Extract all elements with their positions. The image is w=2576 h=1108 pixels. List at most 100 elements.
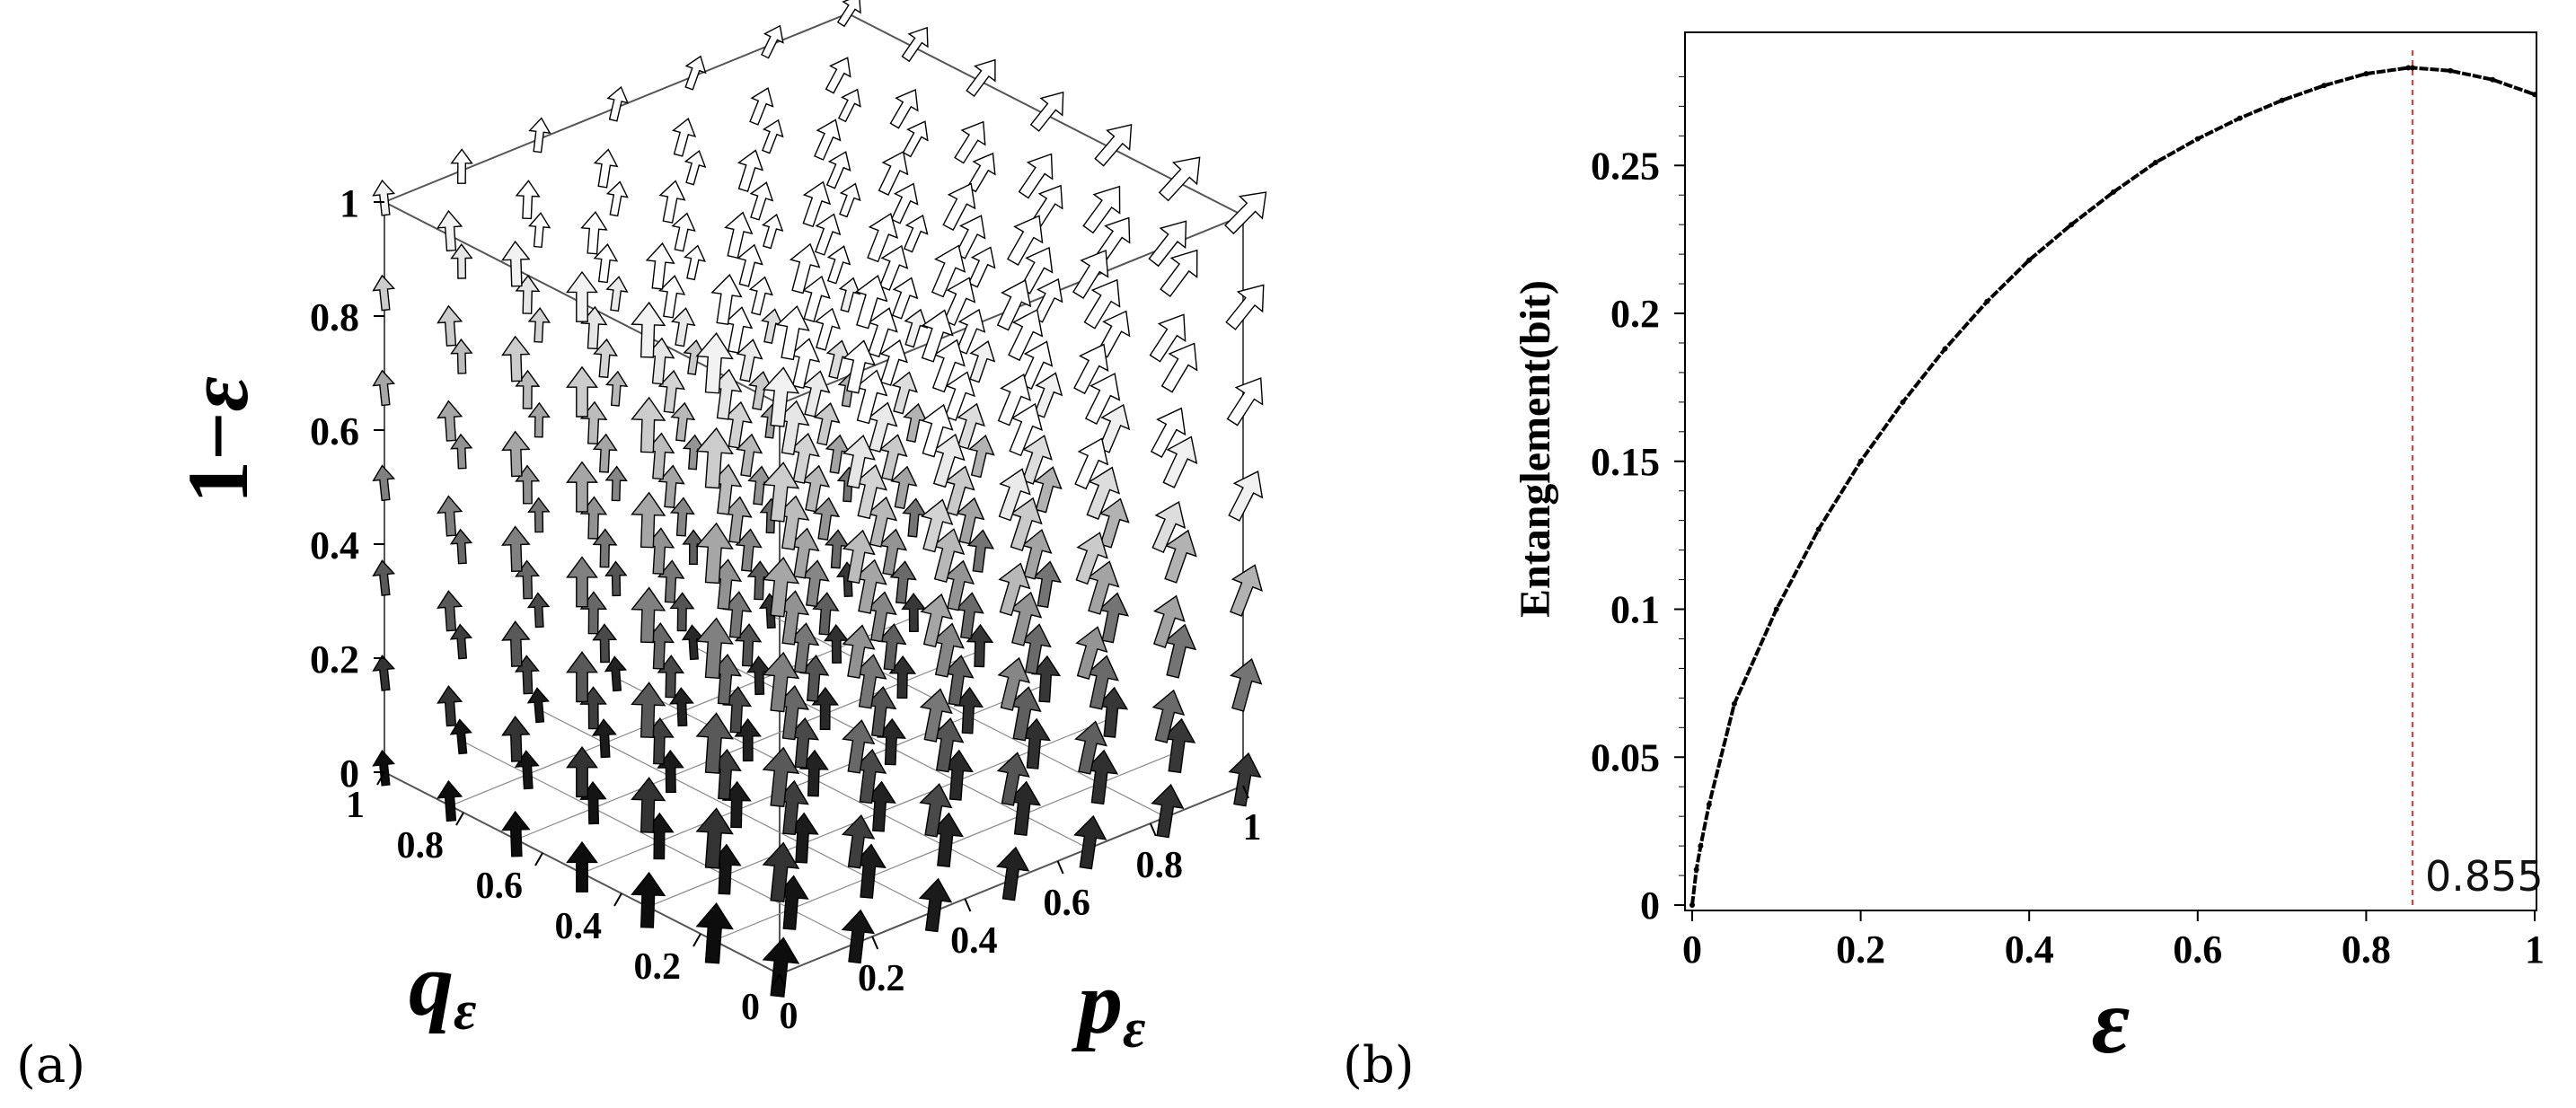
data-point — [2236, 115, 2243, 121]
vector-arrow — [997, 656, 1031, 711]
vector-arrow — [501, 620, 531, 667]
vector-arrow — [593, 243, 619, 284]
vector-arrow — [437, 779, 463, 822]
vector-arrow — [604, 560, 628, 597]
vector-arrow — [501, 525, 531, 573]
vector-arrow — [762, 841, 800, 903]
vector-arrow — [1094, 124, 1133, 167]
vector-arrow — [1009, 402, 1043, 457]
vector-arrow — [953, 686, 984, 734]
vector-arrow — [969, 340, 996, 383]
vector-arrow — [842, 339, 877, 394]
z-axis-ticks: 0 0.2 0.4 0.6 0.8 1 — [310, 181, 384, 796]
panel-a-label: (a) — [16, 1036, 85, 1095]
vector-arrows — [372, 0, 1267, 998]
vector-arrow — [672, 118, 697, 157]
vector-arrow — [1073, 343, 1109, 395]
vector-arrow — [372, 179, 396, 216]
vector-arrow — [671, 212, 696, 252]
vector-arrow — [1148, 220, 1187, 268]
q-tick-label: 0.6 — [476, 866, 524, 907]
panel-b-label: (b) — [1343, 1036, 1415, 1095]
vector-arrow — [605, 180, 629, 217]
vector-arrow — [372, 749, 396, 787]
vector-arrow — [967, 246, 996, 288]
vector-arrow — [1151, 501, 1187, 554]
vector-arrow — [966, 623, 994, 668]
vector-arrow — [684, 55, 707, 91]
vector-arrow — [592, 528, 618, 568]
vector-arrow — [903, 214, 929, 253]
q-tick-mark — [455, 812, 464, 826]
vector-arrow — [1073, 814, 1107, 870]
vector-arrow — [867, 212, 899, 263]
vector-arrow — [1225, 284, 1265, 330]
vector-arrow — [437, 209, 463, 252]
vector-arrow — [527, 401, 551, 438]
vector-arrow — [842, 719, 876, 774]
vector-arrow — [645, 242, 675, 290]
vector-arrow — [748, 276, 773, 316]
vector-arrow — [1075, 626, 1108, 680]
vector-arrow — [566, 365, 598, 418]
vector-arrow — [879, 339, 908, 386]
vector-arrow — [814, 119, 842, 161]
vector-arrow — [762, 651, 800, 713]
vector-arrow — [737, 149, 764, 192]
q-tick-mark — [376, 771, 385, 786]
data-point — [2410, 65, 2415, 71]
q-tick-mark — [693, 933, 701, 947]
vector-arrow — [658, 180, 686, 224]
vector-arrow — [1158, 156, 1201, 202]
vector-arrow — [919, 783, 953, 838]
vector-arrow — [526, 592, 551, 629]
vector-arrow — [814, 307, 841, 351]
vector-arrow — [826, 245, 851, 285]
vector-arrow — [1008, 308, 1044, 362]
data-point — [2026, 257, 2033, 263]
x-tick-label: 0.4 — [2005, 928, 2054, 972]
vector-arrow — [736, 339, 763, 383]
vector-arrow — [762, 462, 800, 523]
vector-arrow — [842, 529, 876, 585]
vector-arrow — [811, 686, 840, 731]
p-tick-label: 0.8 — [1136, 845, 1184, 886]
vector-arrow — [1074, 720, 1107, 775]
data-point — [2152, 160, 2158, 165]
q-tick-mark — [613, 893, 622, 907]
vector-arrow — [593, 338, 618, 379]
p-tick-label: 0.2 — [858, 958, 905, 999]
vector-arrow — [921, 309, 954, 363]
vector-arrow — [604, 370, 629, 407]
vector-arrow — [1072, 250, 1109, 299]
p-axis-title-sub: ε — [1123, 998, 1145, 1060]
x-tick-label: 0 — [1682, 928, 1702, 972]
vector-arrow — [695, 522, 734, 585]
data-point — [1706, 802, 1712, 807]
vector-arrow — [762, 119, 784, 154]
vector-arrow — [670, 307, 696, 347]
vector-arrow — [566, 651, 598, 703]
p-tick-mark — [871, 936, 879, 950]
vector-arrow — [921, 403, 954, 458]
z-axis-title: 1−ε — [170, 376, 266, 504]
vector-arrow — [735, 433, 763, 478]
entanglement-curve — [1689, 65, 2537, 908]
data-point — [1731, 700, 1737, 707]
vector-arrow — [606, 85, 630, 122]
vector-arrow — [1098, 497, 1130, 549]
q-tick-label: 0.8 — [397, 825, 445, 866]
vector-arrow — [920, 593, 954, 648]
vector-arrow — [695, 712, 734, 774]
q-axis-ticks: 0 0.2 0.4 0.6 0.8 1 — [346, 771, 781, 1028]
q-tick-mark — [772, 973, 781, 988]
data-point — [2279, 97, 2285, 103]
vector-arrow — [669, 592, 695, 632]
vector-arrow — [695, 902, 734, 964]
vector-arrow — [878, 434, 908, 481]
vector-arrow — [1162, 435, 1198, 488]
vector-arrow — [842, 624, 876, 679]
vector-arrow — [437, 400, 463, 442]
vector-arrow — [904, 308, 929, 348]
p-axis-title-main: p — [1071, 953, 1123, 1052]
